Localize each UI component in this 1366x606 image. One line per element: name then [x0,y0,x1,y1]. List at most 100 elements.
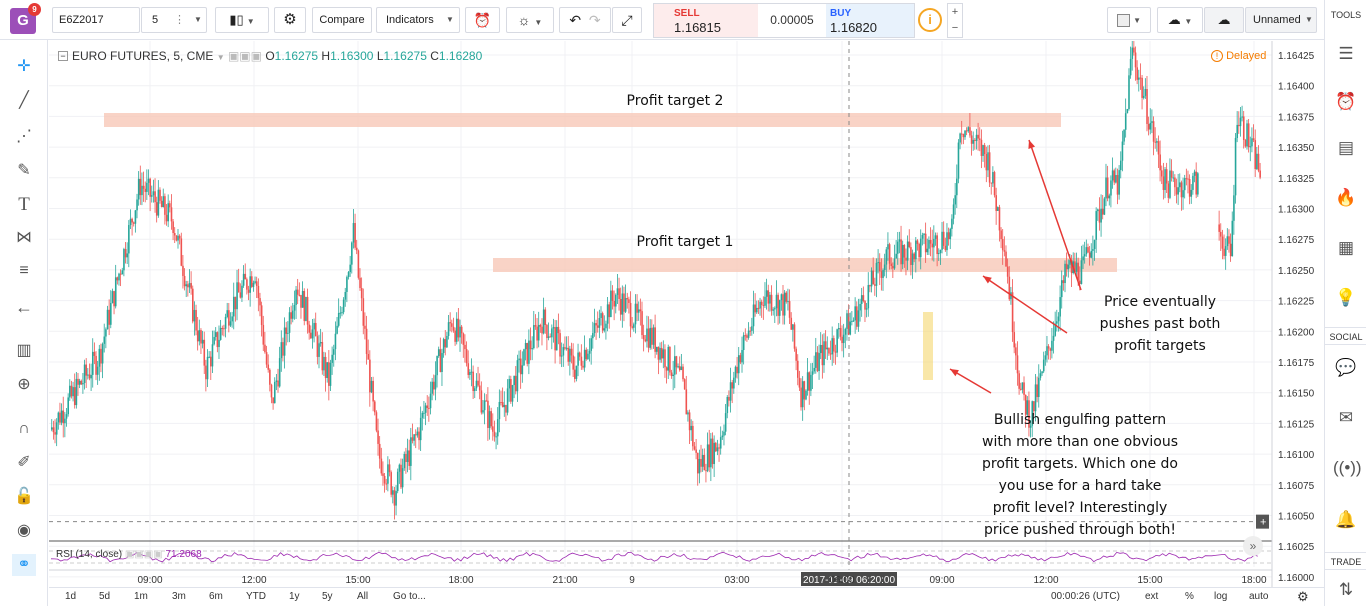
trendline-icon[interactable]: ╱ [19,92,29,109]
alert-button[interactable]: ⏰ [465,7,500,33]
candle-body [1256,153,1258,170]
pitchfork-icon[interactable]: ⋰ [16,128,32,145]
candle-body [328,362,330,386]
candle-body [916,240,919,244]
price-axis-bg [1272,41,1324,587]
save-layout-button[interactable]: ☁ [1204,7,1244,33]
eye-icon[interactable]: ◉ [17,522,31,539]
scroll-to-latest-button[interactable]: » [1243,536,1263,556]
candle-body [360,287,363,299]
collapse-icon[interactable]: − [58,51,68,61]
symbol-search-input[interactable]: E6Z2017 [52,7,140,33]
utc-clock[interactable]: 00:00:26 (UTC) [1051,591,1120,602]
candle-body [257,285,260,299]
candle-body [718,447,720,449]
messages-icon[interactable]: ✉ [1338,408,1354,427]
goto-button[interactable]: Go to... [393,591,426,602]
range-5y[interactable]: 5y [322,591,333,602]
range-5d[interactable]: 5d [99,591,111,602]
log-toggle[interactable]: log [1214,591,1228,602]
hotlist-flame-icon[interactable]: 🔥 [1335,188,1357,207]
range-1y[interactable]: 1y [289,591,300,602]
candle-body [1226,236,1229,247]
rsi-settings-icon[interactable]: ▣▣▣▣ [124,549,163,560]
interval-select[interactable]: 5 ⋮ ▼ [141,7,207,33]
candle-body [529,340,532,350]
streams-icon[interactable]: ((•)) [1333,458,1362,477]
arrow-left-icon[interactable]: ← [15,297,33,317]
candle-body [1065,263,1068,270]
candle-body [306,296,309,325]
buy-button[interactable]: BUY 1.16820 [826,4,914,37]
candle-body [91,351,94,375]
compare-button[interactable]: Compare [312,7,372,33]
candle-body [537,324,540,341]
redo-icon[interactable]: ↷ [588,12,601,28]
measure-icon[interactable]: ▥ [16,342,32,359]
range-ytd[interactable]: YTD [246,591,266,602]
candle-body [206,356,209,380]
range-6m[interactable]: 6m [209,591,223,602]
indicators-button[interactable]: Indicators ▼ [376,7,460,33]
plus-icon[interactable]: + [951,6,959,18]
load-layout-button[interactable]: ☁ ▼ [1157,7,1203,33]
magnet-icon[interactable]: ∩ [18,420,30,437]
candle-body [803,381,806,400]
chat-icon[interactable]: 💬 [1335,358,1357,377]
news-icon[interactable]: ▤ [1337,138,1355,157]
undo-icon[interactable]: ↶ [569,12,582,28]
range-all[interactable]: All [357,591,369,602]
calendar-icon[interactable]: ▦ [1337,238,1355,257]
ideas-bulb-icon[interactable]: 💡 [1335,288,1357,307]
price-chart[interactable]: 1.16045+2017-11-09 06:20:00 1.164251.164… [49,41,1324,587]
compare-label: Compare [319,14,365,26]
pencil-lock-icon[interactable]: ✐ [17,454,31,471]
gear-icon[interactable]: ⚙ [1297,589,1309,604]
layout-select[interactable]: ▼ [1107,7,1151,33]
candle-body [1105,177,1107,199]
text-icon[interactable]: T [18,194,30,215]
annotation-line: with more than one obvious [982,434,1178,450]
range-1m[interactable]: 1m [134,591,148,602]
notifications-bell-icon[interactable]: 🔔 [1335,510,1357,529]
candle-body [1039,373,1042,378]
link-icon[interactable]: ⚭ [12,554,36,576]
lock-icon[interactable]: 🔓 [14,488,34,505]
candle-body [465,349,468,364]
candle-body [280,342,283,359]
price-axis[interactable]: 1.16425 1.16400 1.16375 1.16350 1.16325 1.163… [1271,41,1324,587]
zoom-icon[interactable]: ⊕ [17,376,31,393]
auto-toggle[interactable]: auto [1249,591,1269,602]
candle-body [270,384,273,398]
trading-panel-icon[interactable]: ⇅ [1338,580,1354,599]
candle-body [1221,236,1224,249]
candle-body [770,294,773,311]
candle-body [1098,209,1101,223]
ideas-button[interactable]: ☼ ▼ [506,7,554,33]
range-1d[interactable]: 1d [65,591,77,602]
sell-button[interactable]: SELL 1.16815 [654,4,758,37]
fib-icon[interactable]: ≡ [19,262,29,279]
brush-icon[interactable]: ✎ [17,162,31,179]
settings-mini-icon[interactable]: ▣▣▣ [227,49,262,63]
layout-name-select[interactable]: Unnamed ▼ [1245,7,1317,33]
ext-toggle[interactable]: ext [1145,591,1159,602]
quantity-stepper[interactable]: + − [947,3,963,38]
fullscreen-button[interactable]: ⤢ [612,7,642,33]
crosshair-icon[interactable]: ✛ [17,58,31,75]
chart-style-button[interactable]: ▮▯ ▼ [215,7,269,33]
info-icon[interactable]: i [918,8,942,32]
alarm-clock-icon[interactable]: ⏰ [1335,92,1357,111]
candle-body [77,378,79,385]
percent-toggle[interactable]: % [1185,591,1194,602]
cloud-up-icon: ☁ [1217,12,1231,27]
pattern-icon[interactable]: ⋈ [16,229,32,246]
watchlist-icon[interactable]: ☰ [1338,44,1354,63]
candle-body [1062,280,1065,284]
minus-icon[interactable]: − [951,22,959,34]
range-3m[interactable]: 3m [172,591,186,602]
time-axis[interactable]: 09:00 12:00 15:00 18:00 21:00 9 03:00 06:00 09:0… [49,569,1272,586]
settings-button[interactable]: ⚙ [274,7,306,33]
candle-body [978,138,981,140]
